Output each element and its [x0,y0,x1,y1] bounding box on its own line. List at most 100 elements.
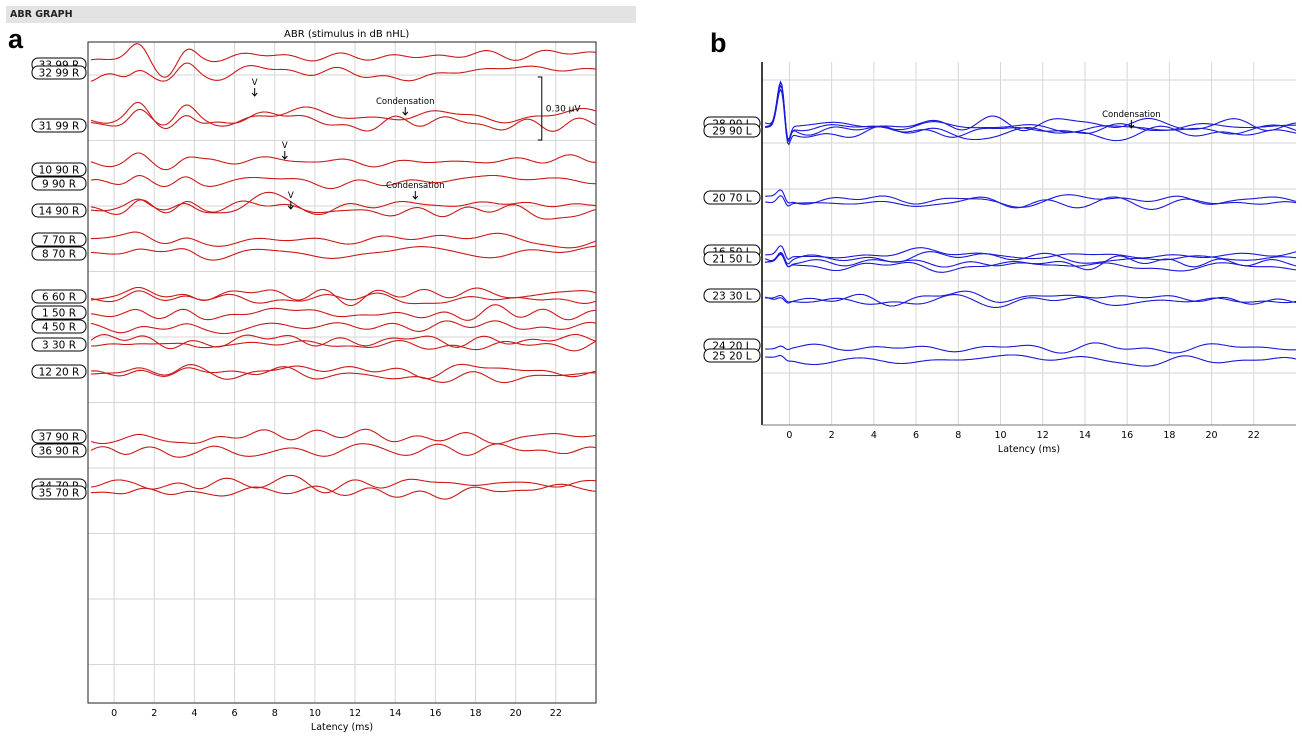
x-tick-label: 12 [1037,430,1049,441]
trace-line [90,43,597,78]
peak-annotation: Condensation [376,97,434,107]
x-axis-label: Latency (ms) [311,722,373,733]
trace-label-box [703,251,761,266]
trace-label-box [31,337,87,352]
trace-label-box [31,485,87,500]
x-tick-label: 2 [829,430,835,441]
trace-line [90,304,597,321]
scale-bar [537,76,543,141]
trace-line [90,104,597,127]
trace-label-box [31,176,87,191]
trace-line [90,320,597,335]
panel-letter-a: a [8,24,24,54]
chart-a-title: ABR (stimulus in dB nHL) [284,29,410,40]
x-tick-label: 2 [151,708,157,719]
x-tick-label: 12 [349,708,361,719]
trace-line [90,363,597,380]
trace-label: 9 90 R [42,179,76,191]
x-tick-label: 22 [1248,430,1260,441]
trace-label-box [31,305,87,320]
trace-label: 7 70 R [42,235,76,247]
trace-line [90,152,596,171]
trace-label-box [31,162,87,177]
trace-label: 4 50 R [42,322,76,334]
trace-line [765,354,1297,367]
trace-line [90,231,597,249]
x-tick-label: 10 [994,430,1006,441]
trace-line [90,290,597,305]
trace-line [765,251,1297,265]
trace-line [765,294,1297,308]
trace-label-box [31,289,87,304]
x-axis-label: Latency (ms) [998,444,1060,455]
trace-label-box [703,123,761,138]
peak-annotation: Condensation [386,181,444,191]
trace-line [765,88,1297,146]
trace-label: 37 90 R [39,432,80,444]
trace-label-box [31,118,87,133]
x-tick-label: 22 [550,708,562,719]
trace-label-box [703,190,761,205]
trace-line [90,428,597,445]
peak-arrow [251,88,258,97]
trace-label-box [703,288,761,303]
trace-label-box [31,65,87,80]
x-tick-label: 20 [1206,430,1218,441]
trace-label: 6 60 R [42,292,76,304]
trace-label: 23 30 L [712,291,751,303]
x-tick-label: 20 [510,708,522,719]
trace-line [90,101,597,132]
trace-label: 20 70 L [712,193,751,205]
trace-line [90,174,596,190]
peak-arrow [287,201,294,210]
x-tick-label: 18 [469,708,481,719]
trace-line [91,245,597,261]
x-tick-label: 16 [1121,430,1133,441]
trace-label: 10 90 R [39,165,80,177]
trace-label: 29 90 L [712,126,751,138]
trace-line [765,342,1296,354]
scale-bar-label: 0.30 µV [546,105,582,115]
trace-line [90,199,597,220]
x-tick-label: 4 [191,708,197,719]
trace-label-box [31,246,87,261]
x-tick-label: 8 [272,708,278,719]
panel-letter-b: b [710,28,727,58]
trace-label: 21 50 L [712,254,751,266]
trace-label: 14 90 R [39,206,80,218]
trace-line [765,189,1297,208]
peak-annotation: Condensation [1102,110,1160,120]
peak-arrow [1128,120,1135,129]
trace-line [765,252,1297,273]
trace-line [765,84,1297,141]
trace-line [765,195,1297,210]
header-title: ABR GRAPH [10,9,73,20]
trace-line [90,443,597,458]
peak-arrow [281,151,288,160]
peak-arrow [412,191,419,200]
trace-label-box [703,348,761,363]
trace-label: 36 90 R [39,446,80,458]
trace-line [765,80,1296,143]
trace-label: 32 99 R [39,68,80,80]
trace-label: 3 30 R [42,340,76,352]
trace-line [91,339,597,352]
trace-label: 31 99 R [39,121,80,133]
trace-label: 1 50 R [42,308,76,320]
trace-label: 35 70 R [39,488,80,500]
x-tick-label: 14 [1079,430,1091,441]
trace-line [90,191,596,216]
peak-annotation: V [282,141,288,151]
trace-label: 12 20 R [39,367,80,379]
x-tick-label: 6 [232,708,238,719]
trace-line [765,290,1297,307]
trace-line [765,245,1297,260]
peak-arrow [402,107,409,116]
x-tick-label: 14 [389,708,401,719]
trace-label-box [31,319,87,334]
peak-annotation: V [252,78,258,88]
x-tick-label: 18 [1163,430,1175,441]
trace-label-box [31,203,87,218]
